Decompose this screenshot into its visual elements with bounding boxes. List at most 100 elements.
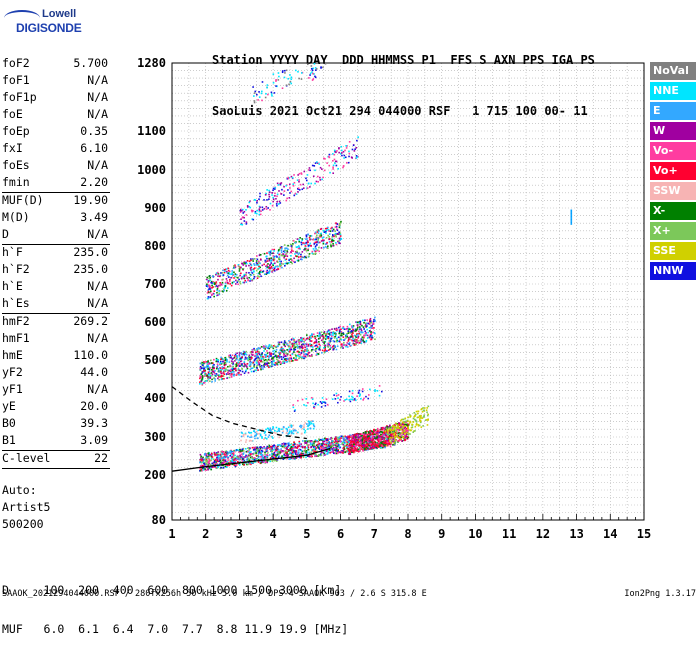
echo-point: [206, 462, 208, 464]
echo-point: [306, 334, 308, 336]
echo-point: [406, 434, 408, 436]
echo-point: [220, 284, 222, 286]
echo-point: [300, 449, 302, 451]
echo-point: [369, 327, 371, 329]
echo-point: [334, 453, 336, 455]
echo-point: [348, 332, 350, 334]
echo-point: [400, 426, 402, 428]
echo-point: [314, 338, 316, 340]
echo-point: [237, 458, 239, 460]
echo-point: [237, 357, 239, 359]
echo-point: [378, 440, 380, 442]
echo-point: [391, 440, 393, 442]
echo-point: [220, 454, 222, 456]
echo-point: [337, 452, 339, 454]
echo-point: [243, 464, 245, 466]
echo-point: [224, 370, 226, 372]
echo-point: [274, 195, 276, 197]
echo-point: [334, 442, 336, 444]
echo-point: [291, 349, 293, 351]
echo-point: [311, 349, 313, 351]
echo-point: [358, 340, 360, 342]
echo-point: [279, 256, 281, 258]
echo-point: [348, 449, 350, 451]
echo-point: [241, 263, 243, 265]
echo-point: [319, 235, 321, 237]
echo-point: [262, 361, 264, 363]
echo-point: [319, 334, 321, 336]
echo-point: [345, 145, 347, 147]
echo-point: [268, 366, 270, 368]
echo-point: [392, 429, 394, 431]
echo-point: [244, 372, 246, 374]
echo-point: [393, 442, 395, 444]
echo-point: [206, 285, 208, 287]
echo-point: [417, 411, 419, 413]
echo-point: [218, 368, 220, 370]
echo-point: [332, 166, 334, 168]
echo-point: [311, 251, 313, 253]
echo-point: [402, 432, 404, 434]
echo-point: [251, 274, 253, 276]
echo-point: [210, 296, 212, 298]
echo-point: [325, 349, 327, 351]
echo-point: [274, 266, 276, 268]
echo-point: [247, 363, 249, 365]
echo-point: [367, 323, 369, 325]
echo-point: [231, 376, 233, 378]
echo-point: [287, 359, 289, 361]
echo-point: [316, 339, 318, 341]
echo-point: [283, 356, 285, 358]
echo-point: [317, 346, 319, 348]
echo-point: [348, 453, 350, 455]
echo-point: [199, 462, 201, 464]
echo-point: [246, 277, 248, 279]
echo-point: [286, 349, 288, 351]
echo-point: [315, 242, 317, 244]
echo-point: [236, 277, 238, 279]
echo-point: [266, 258, 268, 260]
echo-point: [289, 360, 291, 362]
echo-point: [247, 368, 249, 370]
echo-point: [366, 443, 368, 445]
echo-point: [422, 411, 424, 413]
echo-point: [327, 338, 329, 340]
echo-point: [233, 357, 235, 359]
echo-point: [243, 452, 245, 454]
echo-point: [200, 369, 202, 371]
echo-point: [252, 447, 254, 449]
echo-point: [365, 341, 367, 343]
echo-point: [290, 255, 292, 257]
echo-point: [324, 444, 326, 446]
echo-point: [326, 442, 328, 444]
echo-point: [333, 165, 335, 167]
echo-point: [346, 445, 348, 447]
echo-point: [229, 373, 231, 375]
echo-point: [365, 323, 367, 325]
echo-point: [242, 463, 244, 465]
echo-point: [321, 352, 323, 354]
echo-point: [227, 275, 229, 277]
echo-point: [367, 445, 369, 447]
echo-point: [230, 357, 232, 359]
echo-point: [373, 443, 375, 445]
echo-point: [283, 257, 285, 259]
echo-point: [229, 281, 231, 283]
echo-point: [280, 361, 282, 363]
echo-point: [308, 256, 310, 258]
echo-point: [328, 236, 330, 238]
echo-point: [302, 184, 304, 186]
echo-point: [269, 270, 271, 272]
echo-point: [365, 333, 367, 335]
echo-point: [402, 421, 404, 423]
echo-point: [271, 192, 273, 194]
echo-point: [259, 271, 261, 273]
x-tick-label: 14: [603, 527, 617, 541]
echo-point: [314, 447, 316, 449]
echo-point: [253, 449, 255, 451]
echo-point: [281, 248, 283, 250]
echo-point: [263, 366, 265, 368]
echo-point: [315, 348, 317, 350]
echo-point: [267, 347, 269, 349]
echo-point: [341, 435, 343, 437]
